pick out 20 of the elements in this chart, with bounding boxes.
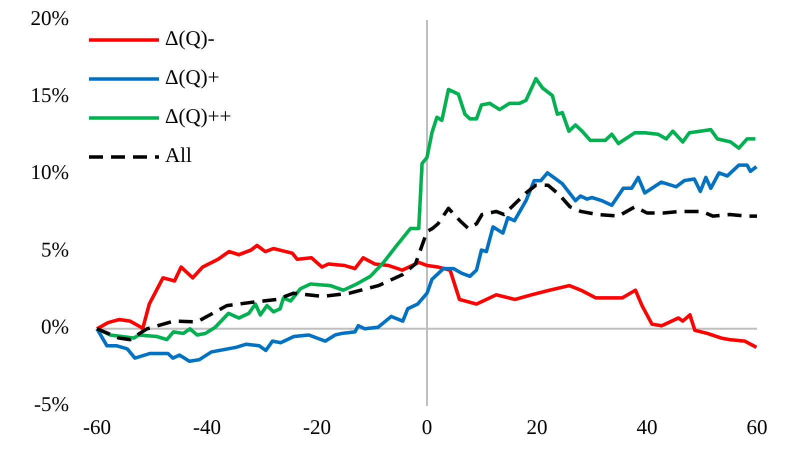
line-series	[95, 163, 758, 363]
line-series	[95, 183, 759, 342]
legend-label: Δ(Q)++	[165, 104, 232, 128]
x-tick-label: 40	[636, 415, 658, 439]
y-tick-label: 5%	[41, 237, 69, 262]
x-tick-label: 20	[526, 415, 548, 439]
x-tick-label: 0	[422, 415, 432, 439]
line-series	[95, 244, 758, 350]
y-tick-label: 0%	[41, 314, 69, 339]
legend-label: Δ(Q)+	[165, 64, 220, 89]
x-tick-label: 60	[746, 415, 768, 439]
x-tick-label: -20	[303, 415, 331, 439]
legend-label: All	[165, 142, 192, 167]
legend-label: Δ(Q)-	[165, 26, 215, 50]
y-tick-label: 10%	[30, 160, 69, 184]
y-tick-label: -5%	[34, 392, 69, 416]
y-tick-label: 15%	[30, 83, 69, 108]
y-tick-label: 20%	[30, 6, 69, 30]
x-tick-label: -40	[193, 415, 221, 439]
x-tick-label: -60	[83, 415, 111, 439]
